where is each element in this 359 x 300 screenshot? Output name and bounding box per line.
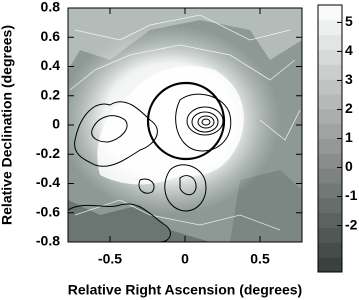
colorbar-band (318, 242, 342, 258)
colorbar-tick-label: 2 (345, 100, 353, 116)
y-tick-label: 0.4 (41, 57, 61, 73)
y-tick-label: 0.2 (41, 86, 61, 102)
y-axis-title: Relative Declination (degrees) (0, 25, 15, 225)
colorbar-band (318, 138, 342, 154)
colorbar-tick-label: -2 (345, 216, 358, 232)
colorbar-band (318, 123, 342, 139)
colorbar-band (318, 79, 342, 95)
colorbar-band (318, 49, 342, 65)
colorbar-tick-label: 5 (345, 13, 353, 29)
y-tick-label: -0.4 (36, 174, 60, 190)
x-tick-label: -0.5 (98, 251, 122, 267)
colorbar-band (318, 197, 342, 214)
colorbar-tick-label: -1 (345, 187, 358, 203)
colorbar-band (318, 19, 342, 36)
colorbar-tick-label: 0 (345, 158, 353, 174)
colorbar-band (318, 227, 342, 243)
y-tick-label: -0.2 (36, 145, 60, 161)
colorbar-band (318, 168, 342, 184)
y-tick-label: 0 (52, 116, 60, 132)
colorbar-tick-label: 4 (345, 42, 353, 58)
colorbar-band (318, 94, 342, 110)
x-axis-title: Relative Right Ascension (degrees) (68, 282, 302, 298)
y-tick-label: -0.6 (36, 203, 60, 219)
contour-field (68, 8, 302, 242)
colorbar-tick-label: 1 (345, 129, 353, 145)
y-tick-label: 0.8 (41, 0, 61, 15)
colorbar-band (318, 108, 342, 125)
colorbar-tick-label: 3 (345, 71, 353, 87)
colorbar-band (318, 153, 342, 169)
colorbar-band (318, 257, 342, 273)
colorbar-band (318, 5, 342, 21)
colorbar-band (318, 64, 342, 80)
colorbar-band (318, 34, 342, 50)
x-tick-label: 0 (181, 251, 189, 267)
colorbar-band (318, 212, 342, 228)
x-tick-label: 0.5 (250, 251, 270, 267)
colorbar-band (318, 183, 342, 199)
y-tick-label: -0.8 (36, 233, 60, 249)
y-tick-label: 0.6 (41, 28, 61, 44)
